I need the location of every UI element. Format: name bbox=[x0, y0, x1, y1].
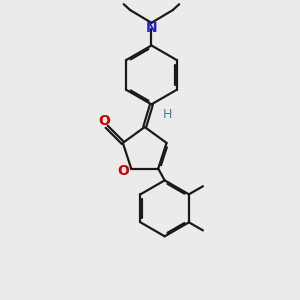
Text: O: O bbox=[117, 164, 129, 178]
Text: H: H bbox=[163, 108, 172, 121]
Text: N: N bbox=[146, 21, 157, 35]
Text: O: O bbox=[98, 114, 110, 128]
